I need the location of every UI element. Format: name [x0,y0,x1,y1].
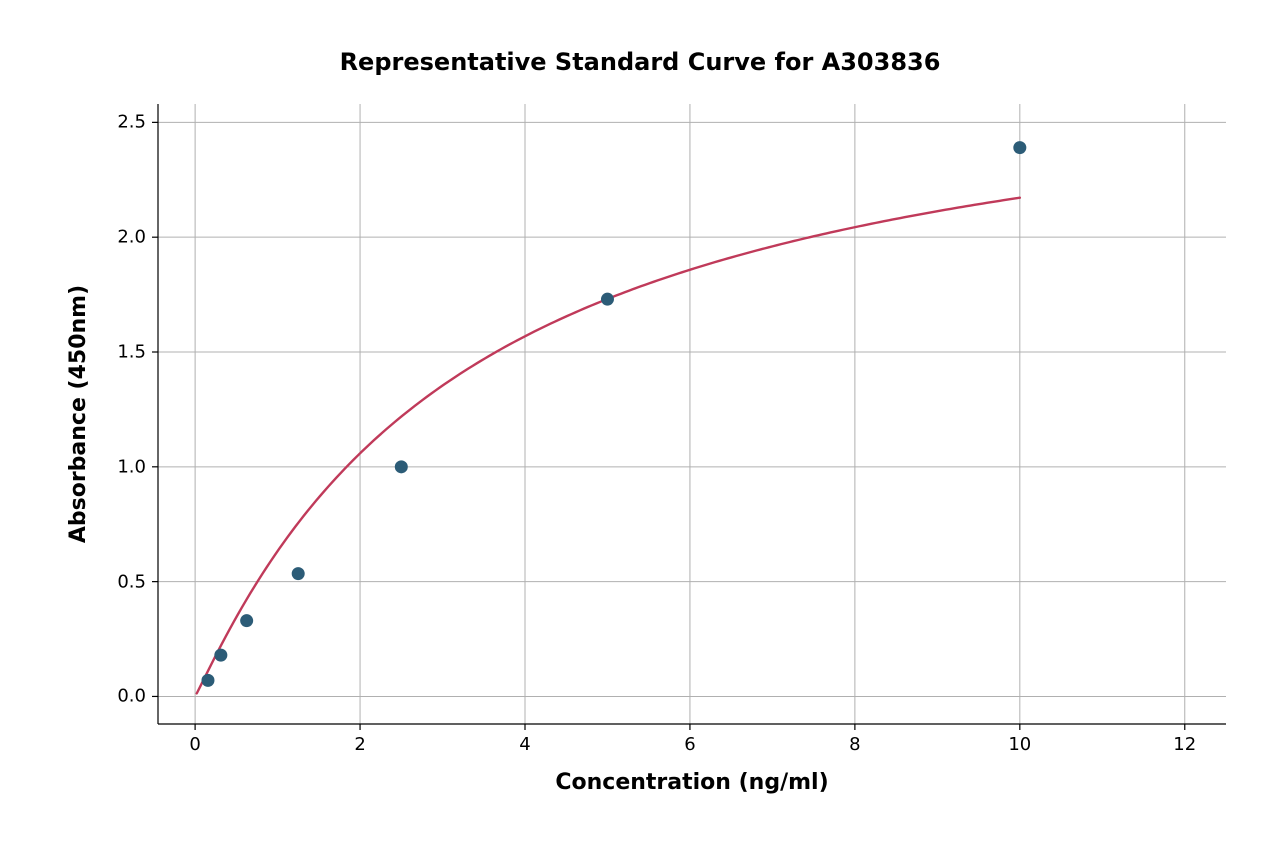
x-tick-label: 0 [189,734,200,755]
y-tick-label: 1.5 [117,342,146,363]
data-point [214,649,227,662]
x-tick-label: 10 [1008,734,1031,755]
chart-title: Representative Standard Curve for A30383… [0,48,1280,76]
data-point [1013,141,1026,154]
y-tick-label: 1.0 [117,456,146,477]
y-tick-label: 2.0 [117,227,146,248]
plot-svg [158,104,1226,724]
x-tick-label: 6 [684,734,695,755]
x-tick-label: 8 [849,734,860,755]
plot-area [158,104,1226,724]
figure: Representative Standard Curve for A30383… [0,0,1280,845]
x-tick-label: 2 [354,734,365,755]
y-axis-label: Absorbance (450nm) [66,285,91,543]
data-point [201,674,214,687]
y-tick-label: 0.0 [117,686,146,707]
data-point [240,614,253,627]
fit-curve [197,198,1020,694]
x-tick-label: 4 [519,734,530,755]
data-point [601,293,614,306]
y-tick-label: 2.5 [117,112,146,133]
data-point [292,567,305,580]
x-axis-label: Concentration (ng/ml) [555,770,828,795]
data-point [395,460,408,473]
y-tick-label: 0.5 [117,571,146,592]
x-tick-label: 12 [1173,734,1196,755]
